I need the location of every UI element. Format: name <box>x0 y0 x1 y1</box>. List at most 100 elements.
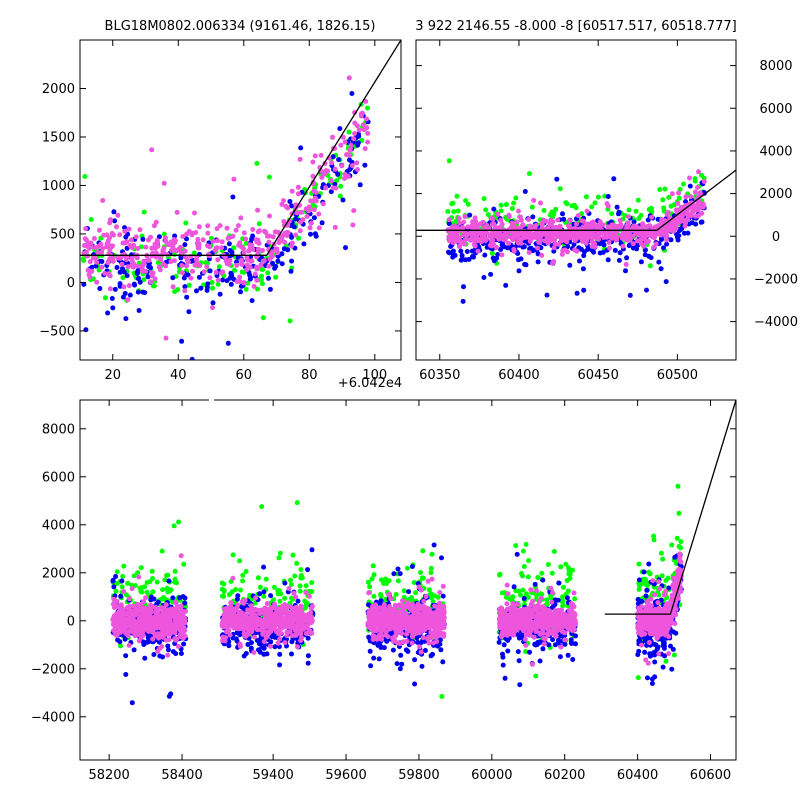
bottom-series-0-point <box>371 572 377 578</box>
top-right-series-1-point <box>634 242 640 247</box>
bottom-series-0-point <box>255 575 261 581</box>
top-left-series-2-point <box>347 146 353 152</box>
top-right-series-2-point <box>457 243 462 249</box>
bottom-series-2-point <box>417 644 423 650</box>
bottom-series-0-point <box>257 584 263 590</box>
bottom-series-1-point <box>148 594 154 600</box>
top-left-series-0-point <box>255 286 260 292</box>
top-right-series-0-point <box>481 196 487 202</box>
bottom-series-1-point <box>145 639 151 645</box>
top-right-series-0-point <box>657 187 663 192</box>
bottom-series-0-point <box>658 550 664 556</box>
top-right-series-2-point <box>565 249 570 255</box>
bottom-series-1-point <box>391 571 397 577</box>
top-left-series-2-point <box>219 239 225 245</box>
top-left-y-tick-label: −500 <box>39 324 75 339</box>
bottom-series-0-point <box>428 591 434 597</box>
top-right-series-1-point <box>611 176 617 182</box>
top-left-series-2-point <box>244 262 250 268</box>
bottom-series-2-point <box>263 634 269 640</box>
bottom-series-0-point <box>535 575 541 580</box>
top-left-series-1-point <box>362 162 368 168</box>
top-left-series-1-point <box>272 265 278 271</box>
top-left-series-1-point <box>145 274 151 280</box>
bottom-series-0-point <box>676 510 682 516</box>
top-right-series-2-point <box>472 230 478 236</box>
top-right-series-2-point <box>449 225 455 231</box>
bottom-series-2-point <box>528 587 534 593</box>
top-right-series-2-point <box>673 207 679 213</box>
top-left-series-2-point <box>239 244 245 250</box>
top-right-series-1-point <box>459 253 465 258</box>
bottom-series-2-point <box>230 575 236 581</box>
top-left-series-2-point <box>179 263 185 268</box>
bottom-series-0-point <box>371 593 377 599</box>
top-left-series-2-point <box>170 284 176 290</box>
bottom-series-1-point <box>235 593 241 599</box>
top-left-series-1-point <box>275 258 281 264</box>
top-right-series-0-point <box>547 212 553 218</box>
top-left-series-0-point <box>209 280 215 285</box>
bottom-series-1-point <box>378 598 384 604</box>
top-left-series-2-point <box>97 227 102 233</box>
top-right-series-1-point <box>597 241 603 247</box>
top-right-series-1-point <box>527 246 533 252</box>
bottom-series-1-point <box>170 595 176 601</box>
bottom-series-1-point <box>521 596 527 601</box>
top-right-series-2-point <box>669 191 675 197</box>
bottom-series-1-point <box>165 643 171 649</box>
bottom-series-0-point <box>119 584 125 590</box>
top-left-series-1-point <box>217 291 223 297</box>
bottom-series-1-point <box>651 641 657 647</box>
top-right-series-2-point <box>569 230 575 236</box>
top-left-series-2-point <box>321 171 327 177</box>
top-left-series-2-point <box>255 207 261 213</box>
bottom-series-1-point <box>422 648 428 653</box>
bottom-series-2-point <box>531 634 537 640</box>
bottom-series-0-point <box>428 565 434 571</box>
top-right-series-0-point <box>454 193 460 199</box>
bottom-series-0-point <box>367 584 373 590</box>
top-right-series-2-point <box>517 214 523 220</box>
top-left-series-2-point <box>104 232 110 238</box>
bottom-series-0-point <box>407 596 413 602</box>
top-left-series-2-point <box>215 238 220 244</box>
top-right-series-2-point <box>516 208 521 214</box>
top-right-series-0-point <box>529 204 535 210</box>
bottom-series-1-point <box>643 593 649 599</box>
top-right-series-2-point <box>589 244 595 249</box>
top-left-series-2-point <box>231 176 237 182</box>
bottom-series-1-point <box>502 675 508 681</box>
top-left-series-2-point <box>226 261 232 267</box>
top-left-series-2-point <box>352 131 358 136</box>
top-right-series-2-point <box>552 241 558 247</box>
top-left-series-2-point <box>119 261 125 267</box>
top-left-series-1-point <box>291 224 297 230</box>
top-right-series-0-point <box>660 197 666 203</box>
bottom-series-0-point <box>165 572 171 578</box>
top-right-series-1-point <box>554 176 560 182</box>
bottom-series-1-point <box>515 649 521 655</box>
top-right-series-2-point <box>465 224 471 230</box>
top-right-series-1-point <box>663 279 669 285</box>
top-right-series-2-point <box>494 234 500 239</box>
bottom-series-0-point <box>171 523 177 529</box>
top-right-series-2-point <box>557 223 563 229</box>
top-right-series-2-point <box>490 237 496 243</box>
top-right-series-2-point <box>665 209 671 215</box>
top-left-series-2-point <box>210 238 216 244</box>
top-left-series-2-point <box>225 235 231 241</box>
top-right-model-line <box>416 169 736 231</box>
bottom-series-2-point <box>291 590 297 596</box>
top-right-series-0-point <box>609 211 615 217</box>
bottom-series-2-point <box>656 651 662 657</box>
top-right-series-2-point <box>458 239 464 245</box>
bottom-series-0-point <box>162 577 168 583</box>
top-left-series-2-point <box>255 237 261 243</box>
top-right-series-0-point <box>489 250 495 256</box>
top-left-series-1-point <box>335 171 341 177</box>
top-left-series-0-point <box>259 281 265 287</box>
bottom-series-0-point <box>303 583 309 589</box>
top-left-series-1-point <box>136 308 142 313</box>
top-right-series-2-point <box>456 216 462 221</box>
